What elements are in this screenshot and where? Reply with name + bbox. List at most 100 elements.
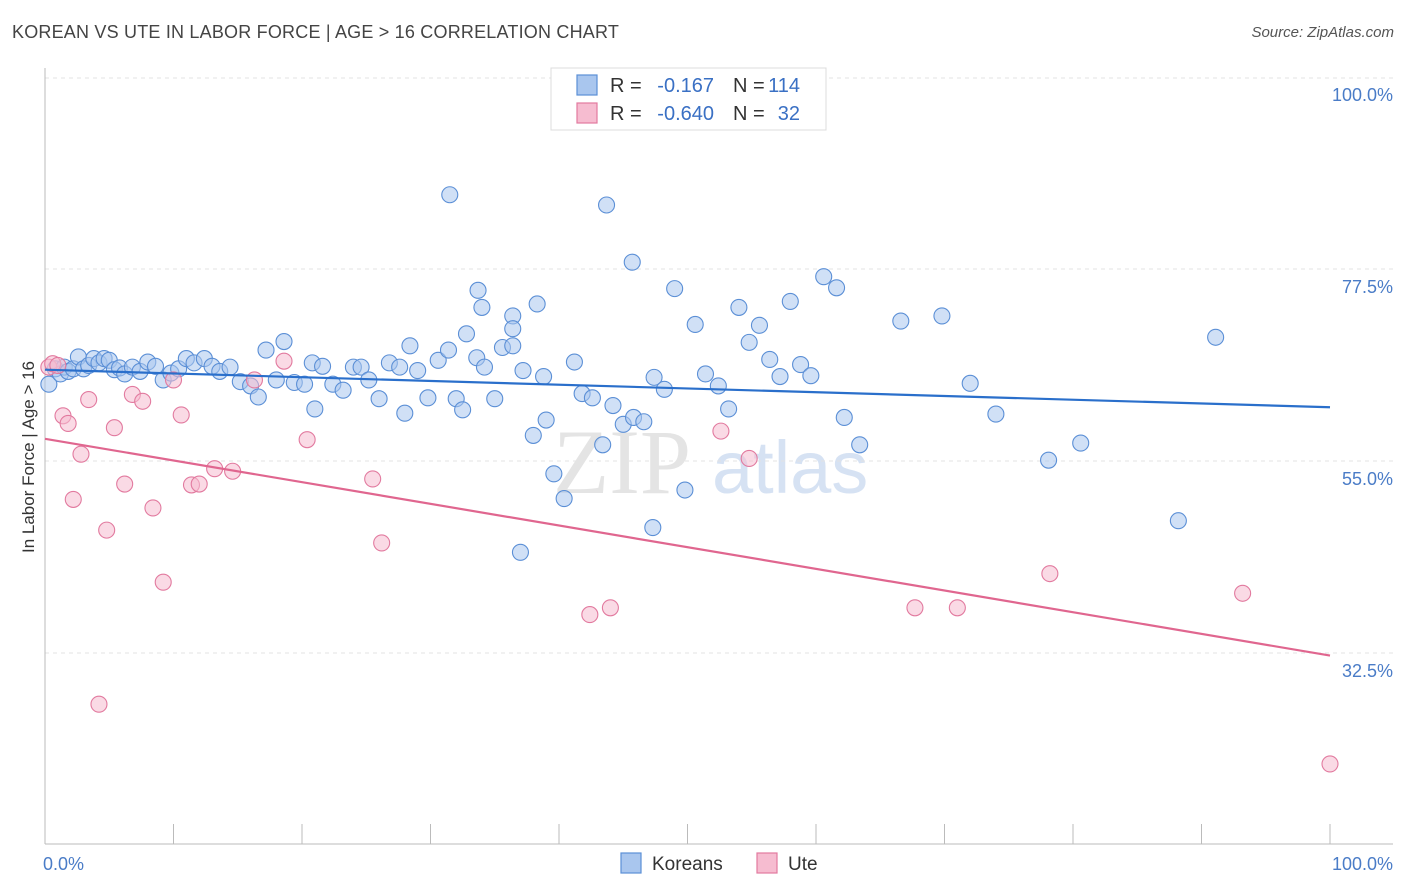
korean-point-58: [504, 337, 522, 355]
korean-point-110: [511, 543, 530, 561]
korean-point-86: [792, 356, 810, 374]
bottom-legend-label-koreans: Koreans: [652, 854, 723, 875]
y-tick-label-2: 77.5%: [1342, 277, 1393, 297]
korean-point-101: [597, 196, 616, 214]
korean-point-81: [740, 333, 758, 351]
ute-point-17: [172, 406, 190, 424]
korean-point-90: [835, 408, 853, 427]
ute-point-29: [712, 422, 730, 440]
korean-point-55: [475, 358, 494, 376]
legend-r-label-koreans: R =: [610, 75, 642, 97]
korean-point-83: [761, 350, 779, 369]
korean-point-89: [828, 279, 846, 297]
ute-point-4: [59, 414, 77, 433]
korean-point-61: [535, 367, 553, 386]
source-label: Source: ZipAtlas.com: [1251, 24, 1394, 41]
korean-point-33: [267, 371, 285, 389]
korean-point-62: [545, 465, 563, 483]
korean-point-98: [1169, 512, 1187, 530]
ute-point-19: [190, 475, 208, 493]
ute-points: [40, 352, 1339, 773]
korean-point-80: [730, 298, 748, 316]
y-tick-label-0: 32.5%: [1342, 661, 1393, 681]
korean-point-49: [419, 389, 437, 407]
korean-point-42: [352, 358, 370, 376]
korean-point-84: [771, 367, 789, 386]
ute-point-14: [144, 499, 162, 517]
bottom-legend-swatch-ute: [756, 852, 778, 874]
ute-point-22: [245, 371, 264, 389]
ute-point-25: [364, 470, 382, 488]
ute-point-10: [105, 419, 123, 437]
korean-point-64: [565, 353, 583, 371]
trend-lines: [44, 368, 1331, 657]
x-tick-label-1: 100.0%: [1332, 854, 1393, 874]
ute-point-16: [164, 371, 183, 389]
ute-point-9: [98, 521, 116, 539]
ute-point-23: [275, 352, 293, 370]
korean-point-38: [314, 357, 332, 375]
ute-point-31: [906, 599, 924, 617]
legend-n-value-ute: 32: [778, 103, 800, 125]
axes: [44, 68, 1393, 845]
korean-point-94: [961, 374, 979, 392]
korean-point-44: [370, 390, 388, 408]
korean-point-59: [514, 361, 532, 380]
korean-point-78: [709, 377, 727, 395]
korean-point-74: [666, 280, 684, 298]
korean-point-87: [802, 367, 820, 385]
ute-point-33: [1041, 565, 1059, 583]
legend-r-label-ute: R =: [610, 103, 642, 125]
korean-point-48: [409, 361, 427, 380]
watermark-atlas: atlas: [712, 426, 868, 509]
korean-point-34: [275, 332, 293, 351]
korean-point-36: [296, 375, 314, 393]
ute-point-32: [948, 599, 966, 617]
korean-point-100: [441, 186, 459, 204]
ute-point-13: [134, 392, 152, 410]
korean-point-109: [454, 401, 472, 419]
korean-point-71: [635, 413, 653, 431]
grid-lines: [45, 77, 1393, 654]
korean-point-92: [892, 312, 910, 330]
korean-point-50: [429, 351, 447, 369]
y-axis-title: In Labor Force | Age > 16: [19, 361, 38, 553]
ute-point-35: [1321, 755, 1339, 773]
korean-point-112: [396, 404, 414, 422]
legend-n-label-koreans: N =: [733, 75, 765, 97]
ute-point-34: [1234, 584, 1252, 602]
ute-point-30: [740, 449, 758, 467]
korean-point-72: [645, 368, 663, 386]
ute-point-28: [601, 599, 619, 617]
ute-point-26: [373, 534, 391, 552]
korean-point-0: [40, 375, 58, 393]
ute-point-24: [298, 431, 316, 449]
korean-point-105: [469, 281, 487, 299]
x-tick-label-0: 0.0%: [43, 854, 84, 874]
korean-point-95: [987, 405, 1005, 423]
korean-point-111: [644, 519, 662, 537]
legend-n-value-koreans: 114: [768, 75, 800, 97]
korean-point-108: [537, 411, 555, 429]
korean-point-66: [583, 389, 601, 407]
korean-point-19: [146, 357, 165, 375]
korean-point-63: [555, 489, 573, 508]
koreans-trend-line: [44, 368, 1331, 409]
korean-point-107: [504, 320, 522, 338]
korean-point-40: [334, 381, 352, 399]
y-tick-label-3: 100.0%: [1332, 85, 1393, 105]
legend-r-value-ute: -0.640: [657, 103, 714, 125]
bottom-legend: Koreans Ute: [620, 852, 818, 875]
korean-point-28: [221, 358, 239, 376]
korean-point-79: [720, 400, 738, 418]
korean-point-97: [1072, 434, 1090, 452]
korean-point-85: [781, 292, 799, 310]
korean-point-60: [524, 426, 542, 444]
korean-point-56: [486, 390, 504, 408]
korean-point-51: [439, 341, 458, 359]
ute-point-7: [80, 391, 98, 409]
korean-point-88: [815, 268, 833, 286]
korean-point-47: [401, 337, 419, 355]
korean-point-104: [623, 253, 641, 271]
